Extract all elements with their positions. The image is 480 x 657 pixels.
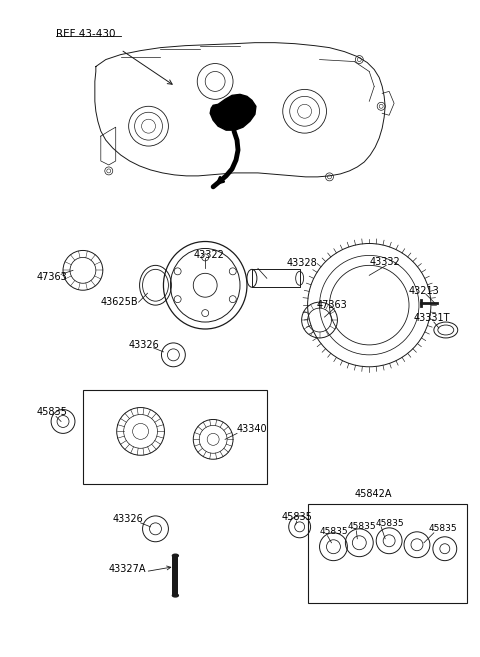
Text: 47363: 47363 [316,300,348,310]
Text: REF 43-430: REF 43-430 [56,29,116,39]
Text: 45835: 45835 [375,520,404,528]
Text: 43331T: 43331T [414,313,451,323]
Ellipse shape [172,594,179,597]
Text: 43322: 43322 [193,250,224,260]
Text: 43625B: 43625B [101,297,138,307]
Text: 43332: 43332 [369,258,400,267]
Text: 43340: 43340 [237,424,268,434]
Text: 45835: 45835 [320,528,348,536]
Text: 43326: 43326 [129,340,159,350]
Bar [308,504,467,603]
Text: 43213: 43213 [409,286,440,296]
Text: 47363: 47363 [36,272,67,283]
Text: 45835: 45835 [282,512,312,522]
Text: 45842A: 45842A [354,489,392,499]
Bar [172,556,179,595]
Polygon shape [210,95,256,130]
Text: 45835: 45835 [36,407,67,417]
Text: 43327A: 43327A [109,564,146,574]
Text: 45835: 45835 [348,522,376,532]
Bar [83,390,267,484]
Text: 43328: 43328 [287,258,317,268]
Text: 43326: 43326 [113,514,144,524]
Text: 45835: 45835 [429,524,457,533]
Ellipse shape [172,555,179,557]
